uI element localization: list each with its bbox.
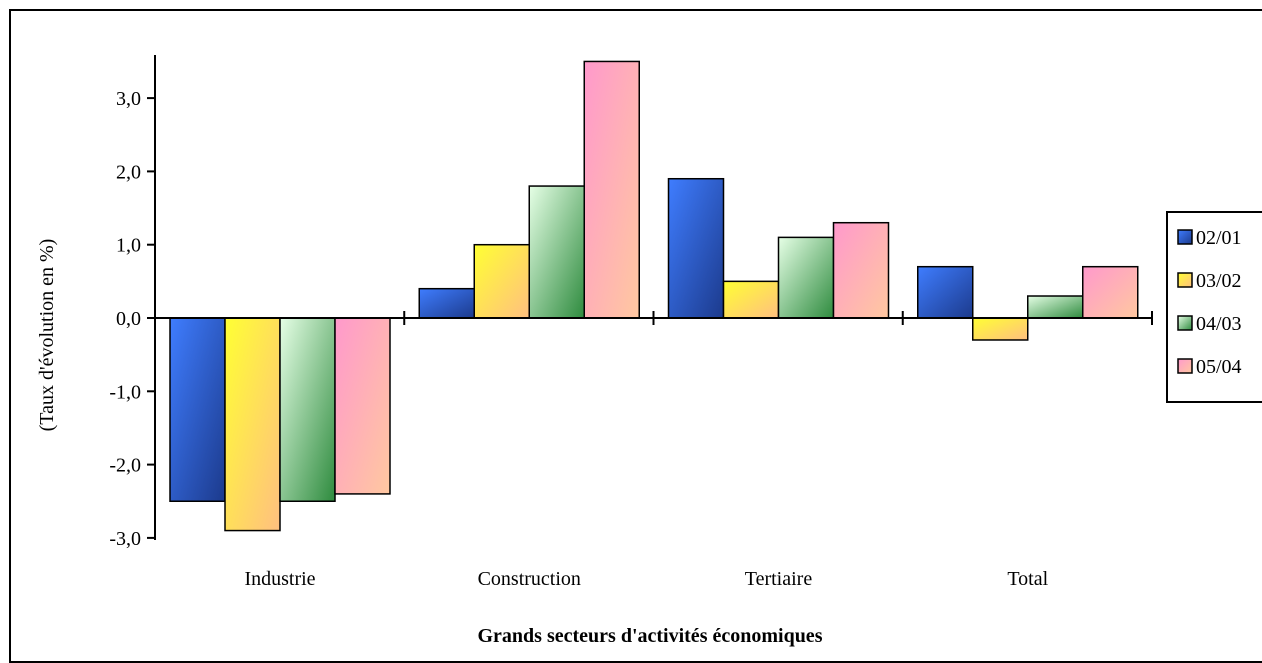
legend-label: 04/03: [1196, 313, 1242, 335]
y-tick-label: -1,0: [109, 381, 141, 403]
bar-tertiaire-05-04: [832, 221, 890, 319]
x-tick-label: Tertiaire: [745, 568, 813, 590]
y-tick-label: 2,0: [116, 161, 141, 183]
legend-label: 05/04: [1196, 356, 1242, 378]
legend-label: 02/01: [1196, 227, 1242, 249]
bar-industrie-03-02: [224, 317, 281, 532]
legend-swatch: [1177, 358, 1193, 374]
y-tick-label: 0,0: [116, 308, 141, 330]
bar-industrie-05-04: [334, 317, 391, 495]
bar-total-04-03: [1027, 295, 1084, 319]
y-tick-label: -2,0: [109, 455, 141, 477]
bar-industrie-02-01: [169, 317, 226, 502]
y-axis-title: (Taux d'évolution en %): [36, 239, 58, 432]
x-tick-label: Total: [1007, 568, 1048, 590]
legend-swatch: [1177, 229, 1193, 245]
bar-construction-02-01: [418, 287, 475, 319]
legend-swatch: [1177, 272, 1193, 288]
legend-label: 03/02: [1196, 270, 1242, 292]
bar-construction-05-04: [583, 60, 640, 319]
x-tick-label: Industrie: [244, 568, 315, 590]
legend: 02/01 03/02 04/03 05/04: [1166, 211, 1262, 403]
y-tick-label: 3,0: [116, 88, 141, 110]
bars-layer: [169, 60, 1139, 532]
bar-industrie-04-03: [279, 317, 336, 502]
bar-construction-03-02: [473, 243, 530, 319]
bar-total-03-02: [972, 317, 1029, 341]
bar-total-02-01: [917, 265, 974, 319]
x-axis-title: Grands secteurs d'activités économiques: [478, 625, 823, 647]
legend-swatch: [1177, 315, 1193, 331]
bar-tertiaire-03-02: [722, 280, 780, 319]
bar-tertiaire-02-01: [667, 177, 725, 319]
y-tick-label: -3,0: [109, 528, 141, 550]
x-tick-label: Construction: [478, 568, 581, 590]
bar-total-05-04: [1082, 265, 1139, 319]
y-tick-label: 1,0: [116, 235, 141, 257]
bar-tertiaire-04-03: [777, 236, 835, 319]
bar-construction-04-03: [528, 185, 585, 319]
axes-layer: Industrie Construction Tertiaire Total -3,0 -…: [109, 55, 1153, 590]
